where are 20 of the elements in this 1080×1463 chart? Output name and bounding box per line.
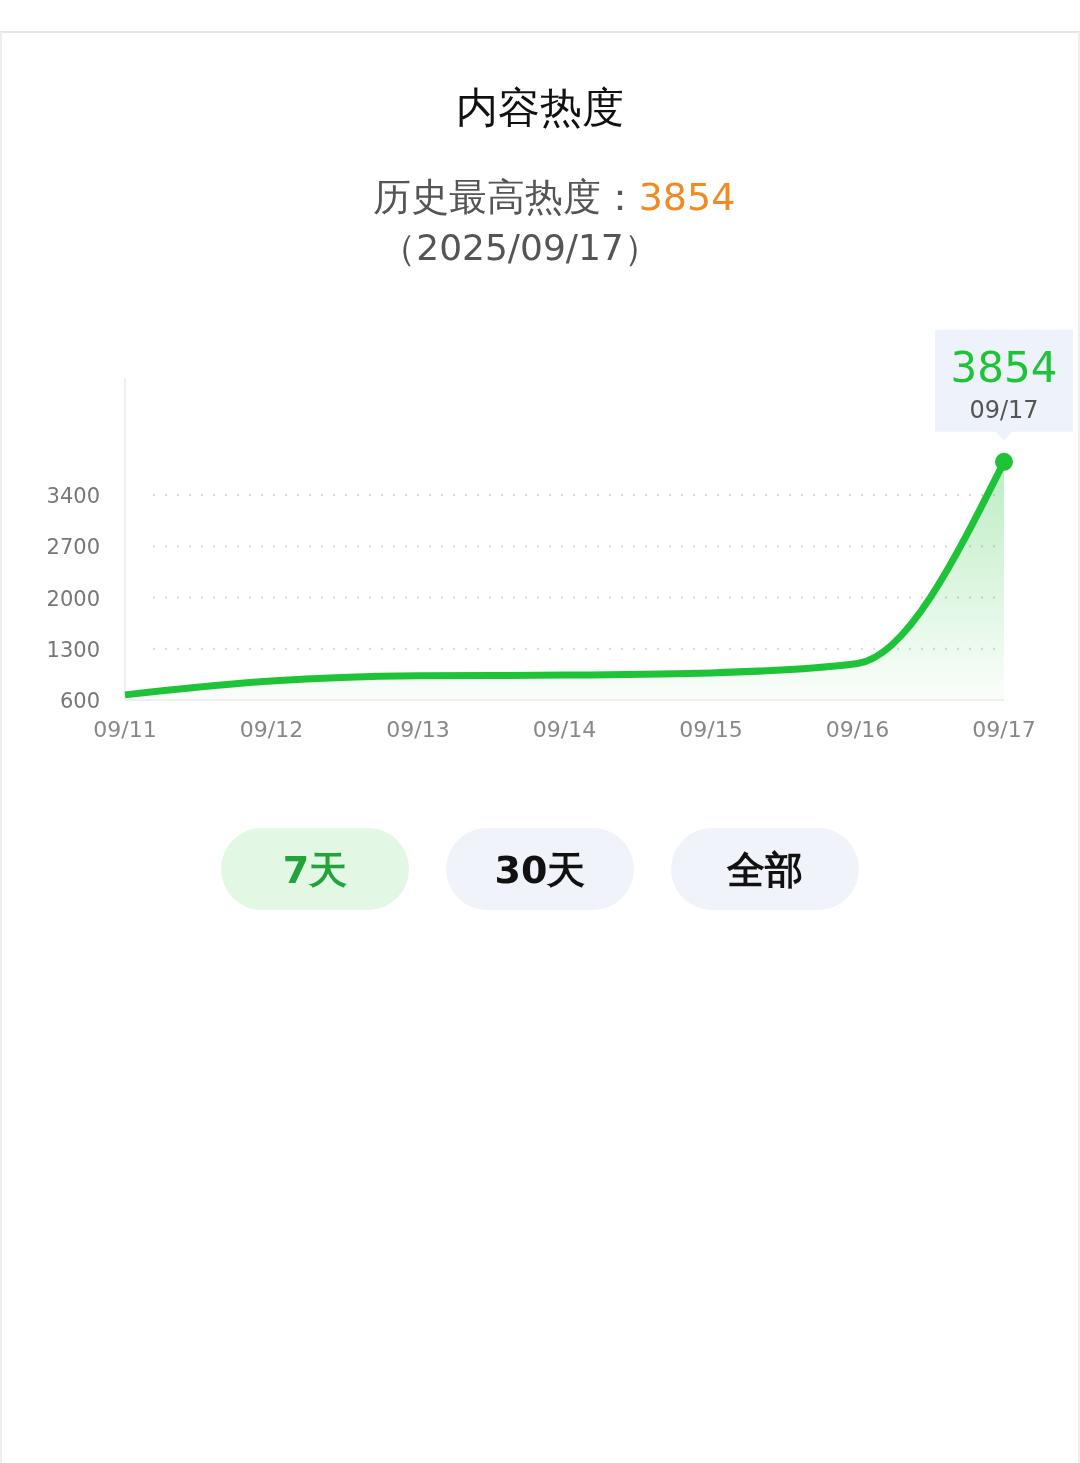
x-tick-label: 09/14 bbox=[532, 717, 597, 742]
chart-subtitle: 历史最高热度：3854 bbox=[372, 175, 736, 219]
text: （2025/09/17） bbox=[380, 227, 660, 268]
tooltip-callout: 3854 09/17 bbox=[935, 329, 1073, 473]
x-tick-label: 09/11 bbox=[93, 717, 157, 742]
toggle: 30天 bbox=[446, 828, 634, 910]
x-tick-label: 09/13 bbox=[386, 717, 450, 742]
y-tick-label: 2000 bbox=[46, 586, 100, 611]
chart-title: 内容热度 bbox=[456, 83, 624, 132]
x-tick-label: 09/15 bbox=[679, 717, 743, 742]
y-tick-label: 3400 bbox=[46, 484, 100, 509]
selected-toggle: 7天 bbox=[221, 828, 409, 910]
y-tick-label: 600 bbox=[59, 689, 100, 713]
toggle: 全部 bbox=[671, 828, 859, 910]
data-label: 3854 bbox=[950, 342, 1058, 392]
x-tick-label: 09/17 bbox=[972, 717, 1036, 742]
y-tick-label: 2700 bbox=[46, 535, 100, 560]
x-tick-label: 09/16 bbox=[825, 717, 890, 742]
x-tick-label: 09/12 bbox=[239, 717, 304, 742]
y-tick-label: 1300 bbox=[46, 637, 100, 662]
